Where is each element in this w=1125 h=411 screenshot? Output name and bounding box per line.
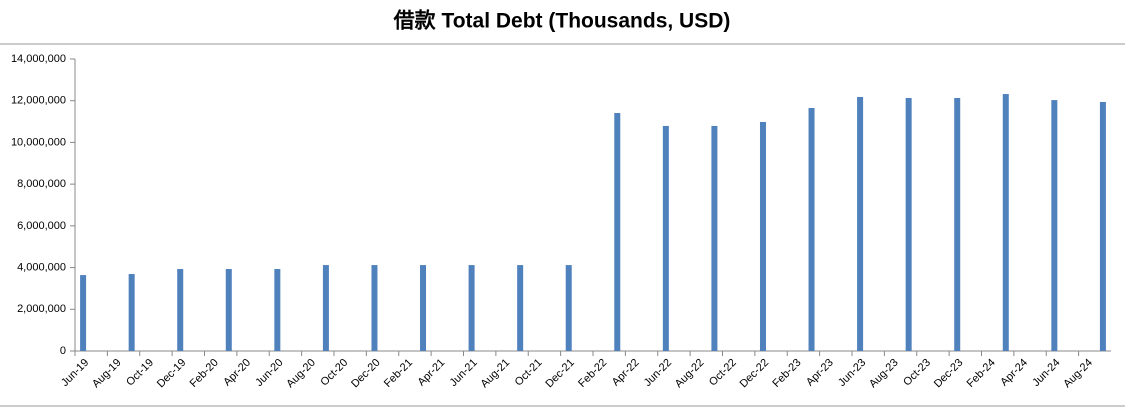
- bar: [128, 274, 135, 351]
- bar: [274, 269, 281, 351]
- x-tick-label: Dec-22: [738, 357, 772, 391]
- bar: [662, 125, 669, 351]
- x-tick-label: Feb-23: [770, 357, 803, 390]
- x-tick-label: Aug-19: [90, 357, 124, 391]
- bar: [808, 108, 815, 351]
- x-tick-label: Jun-22: [642, 357, 674, 389]
- bar: [371, 265, 378, 351]
- chart-title: 借款 Total Debt (Thousands, USD): [393, 9, 731, 33]
- x-tick-label: Jun-20: [253, 357, 285, 389]
- x-tick-label: Dec-20: [349, 357, 383, 391]
- bar: [1099, 101, 1106, 351]
- y-tick-label: 14,000,000: [11, 53, 66, 65]
- bar: [857, 96, 864, 352]
- y-tick-label: 8,000,000: [17, 178, 66, 190]
- x-tick-label: Oct-21: [513, 357, 545, 389]
- x-tick-label: Feb-21: [382, 357, 415, 390]
- x-tick-label: Dec-23: [932, 357, 966, 391]
- bar: [420, 265, 427, 351]
- y-tick-label: 10,000,000: [11, 136, 66, 148]
- x-tick-label: Apr-21: [416, 357, 448, 389]
- x-tick-label: Aug-22: [673, 357, 707, 391]
- bar: [1002, 94, 1009, 351]
- y-tick-label: 12,000,000: [11, 95, 66, 107]
- bar: [954, 98, 961, 351]
- x-tick-label: Oct-22: [707, 357, 739, 389]
- x-tick-label: Oct-23: [901, 357, 933, 389]
- x-tick-label: Aug-20: [284, 357, 318, 391]
- bar: [1051, 100, 1058, 352]
- x-tick-label: Aug-23: [867, 357, 901, 391]
- bar: [225, 269, 232, 351]
- x-tick-label: Feb-22: [576, 357, 609, 390]
- x-tick-label: Feb-24: [965, 357, 998, 390]
- bar: [517, 265, 524, 351]
- bar: [468, 265, 475, 351]
- bar: [565, 265, 572, 351]
- bar: [80, 275, 87, 351]
- x-tick-label: Apr-23: [804, 357, 836, 389]
- x-tick-label: Apr-22: [610, 357, 642, 389]
- x-tick-label: Dec-19: [155, 357, 189, 391]
- bar: [759, 121, 766, 351]
- x-tick-label: Apr-24: [998, 357, 1030, 389]
- x-tick-label: Aug-24: [1061, 357, 1095, 391]
- x-tick-label: Jun-23: [836, 357, 868, 389]
- x-tick-label: Jun-19: [59, 357, 91, 389]
- bar: [711, 125, 718, 351]
- x-tick-label: Oct-19: [124, 357, 156, 389]
- y-tick-label: 2,000,000: [17, 303, 66, 315]
- bar: [177, 269, 184, 351]
- x-tick-label: Aug-21: [479, 357, 513, 391]
- bar: [905, 98, 912, 351]
- x-tick-label: Jun-24: [1030, 357, 1062, 389]
- x-tick-label: Oct-20: [318, 357, 350, 389]
- y-tick-label: 0: [60, 345, 66, 357]
- x-tick-label: Feb-20: [188, 357, 221, 390]
- bar: [614, 113, 621, 352]
- x-tick-label: Dec-21: [543, 357, 577, 391]
- x-tick-label: Jun-21: [447, 357, 479, 389]
- x-tick-label: Apr-20: [221, 357, 253, 389]
- y-tick-label: 4,000,000: [17, 261, 66, 273]
- y-tick-label: 6,000,000: [17, 220, 66, 232]
- bar: [322, 265, 329, 351]
